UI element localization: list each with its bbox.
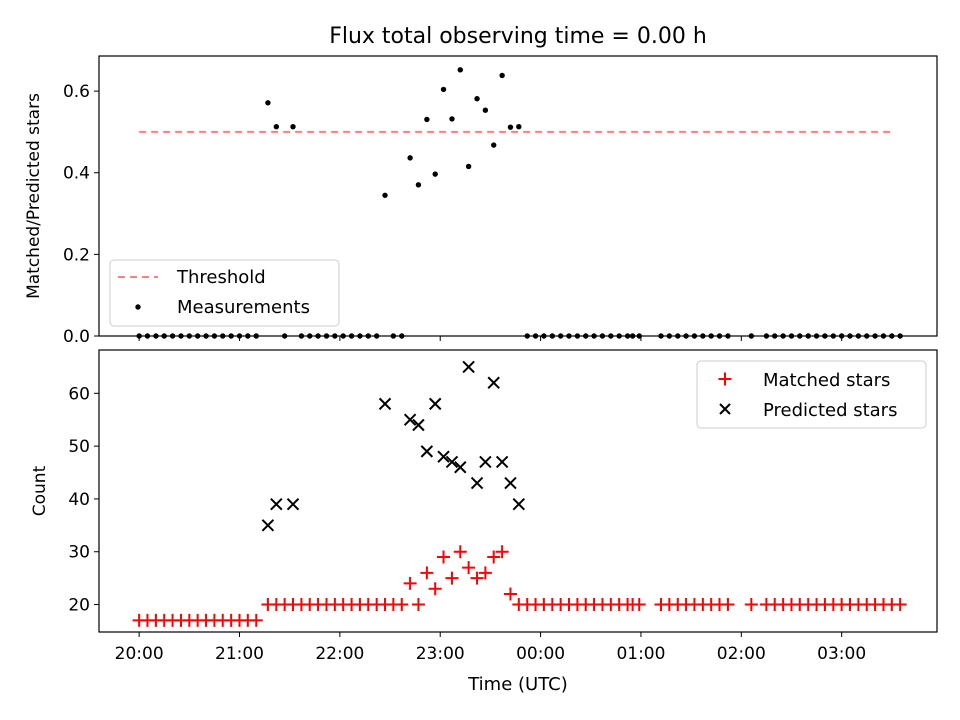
measurements-point: [507, 124, 514, 130]
ratio-y-tick-label: 0.4: [63, 164, 90, 184]
predicted-stars-point: [495, 455, 509, 469]
matched-stars-legend-label: Matched stars: [763, 370, 890, 391]
matched-stars-point: [428, 582, 442, 596]
predicted-stars-point: [378, 397, 392, 411]
x-tick-label: 00:00: [516, 644, 565, 664]
measurements-legend-swatch: [135, 304, 141, 310]
count-panel: 20 30 40 50 60 20:00 21:00 22:00 23:00 00:00 01:0…: [30, 349, 938, 695]
measurements-point: [474, 95, 480, 102]
measurements-point: [465, 163, 472, 170]
ratio-y-axis-label: Matched/Predicted stars: [24, 93, 44, 299]
predicted-stars-point: [479, 455, 492, 469]
x-tick-label: 21:00: [215, 644, 264, 664]
predicted-stars-point: [462, 360, 475, 374]
ratio-panel-frame: [98, 55, 938, 337]
predicted-stars-point: [428, 397, 442, 411]
matched-stars-point: [453, 545, 467, 559]
matched-stars-point: [395, 598, 409, 612]
matched-stars-point: [403, 576, 417, 590]
x-tick-label: 20:00: [115, 644, 164, 664]
ratio-x-ticks: [138, 336, 843, 341]
count-y-tick-label: 60: [68, 384, 90, 404]
matched-stars-point: [249, 613, 263, 627]
matched-stars-point: [462, 561, 476, 575]
predicted-stars-point: [504, 476, 517, 490]
ratio-y-tick-label: 0.6: [63, 82, 90, 102]
matched-stars-point: [744, 598, 758, 612]
matched-stars-point: [893, 598, 907, 612]
count-legend: Matched stars Predicted stars: [696, 360, 927, 429]
matched-stars-point: [445, 571, 459, 585]
predicted-stars-point: [261, 519, 275, 532]
count-y-tick-label: 50: [68, 437, 90, 457]
ratio-legend: Threshold Measurements: [109, 259, 340, 327]
matched-stars-point: [495, 545, 509, 559]
ratio-y-tick-label: 0.2: [63, 245, 90, 265]
measurements-point: [290, 123, 296, 130]
measurements-point: [273, 123, 280, 130]
predicted-stars-point: [470, 476, 484, 490]
measurements-legend-label: Measurements: [177, 297, 310, 318]
count-y-tick-label: 30: [68, 543, 90, 563]
measurements-point: [382, 192, 388, 198]
predicted-stars-point: [454, 461, 467, 474]
matched-stars-point: [470, 571, 484, 585]
measurements-point: [407, 155, 413, 161]
x-tick-label: 01:00: [616, 644, 665, 664]
predicted-stars-point: [420, 445, 434, 458]
measurements-point: [449, 116, 455, 122]
measurements-point: [516, 123, 522, 130]
threshold-legend-label: Threshold: [176, 267, 266, 288]
ratio-legend-box: [109, 259, 340, 327]
x-tick-label: 22:00: [315, 644, 364, 664]
chart-title: Flux total observing time = 0.00 h: [329, 24, 707, 49]
measurements-point: [499, 72, 505, 79]
measurements-point: [415, 182, 422, 188]
count-panel-frame: [98, 349, 938, 633]
count-legend-box: [696, 360, 927, 429]
ratio-y-tick-label: 0.0: [63, 327, 90, 347]
matched-stars-point: [487, 550, 501, 564]
count-y-tick-label: 20: [68, 596, 90, 616]
measurements-point: [440, 86, 447, 93]
matched-stars-point: [478, 566, 492, 580]
matched-stars-point: [632, 598, 646, 612]
matched-stars-point: [721, 598, 735, 612]
matched-stars-point: [503, 587, 517, 601]
matched-stars-point: [420, 566, 434, 580]
predicted-stars-point: [412, 418, 425, 432]
predicted-stars-legend-label: Predicted stars: [763, 400, 897, 421]
matched-stars-point: [437, 550, 451, 564]
predicted-stars-point: [512, 497, 526, 511]
predicted-stars-point: [445, 455, 459, 469]
ratio-panel: 0.0 0.2 0.4 0.6 Matched/Predicted stars Thr…: [24, 55, 938, 347]
matched-stars-point: [411, 598, 425, 612]
predicted-stars-point: [286, 497, 300, 511]
predicted-stars-point: [270, 497, 283, 511]
ratio-y-axis: 0.0 0.2 0.4 0.6: [63, 82, 99, 347]
x-tick-label: 02:00: [717, 644, 766, 664]
x-axis-label: Time (UTC): [467, 674, 568, 695]
count-y-tick-label: 40: [68, 490, 90, 510]
count-y-axis: 20 30 40 50 60: [68, 384, 99, 616]
measurements-point: [491, 142, 497, 148]
measurements-point: [265, 100, 271, 106]
matched-stars-legend-swatch: [718, 372, 732, 386]
x-tick-label: 23:00: [416, 644, 465, 664]
x-tick-label: 03:00: [817, 644, 866, 664]
measurements-point: [432, 171, 438, 177]
predicted-stars-point: [487, 376, 500, 389]
measurements-point: [424, 116, 430, 123]
count-y-axis-label: Count: [30, 465, 50, 516]
count-marks: [132, 360, 907, 627]
predicted-stars-point: [437, 450, 450, 463]
count-x-axis: 20:00 21:00 22:00 23:00 00:00 01:00 02:00 03:00: [115, 632, 866, 664]
predicted-stars-legend-swatch: [719, 403, 731, 415]
measurements-point: [457, 67, 463, 73]
predicted-stars-point: [403, 413, 417, 426]
measurements-point: [482, 107, 489, 113]
